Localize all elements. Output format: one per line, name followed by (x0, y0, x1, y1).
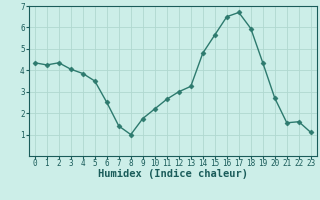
X-axis label: Humidex (Indice chaleur): Humidex (Indice chaleur) (98, 169, 248, 179)
